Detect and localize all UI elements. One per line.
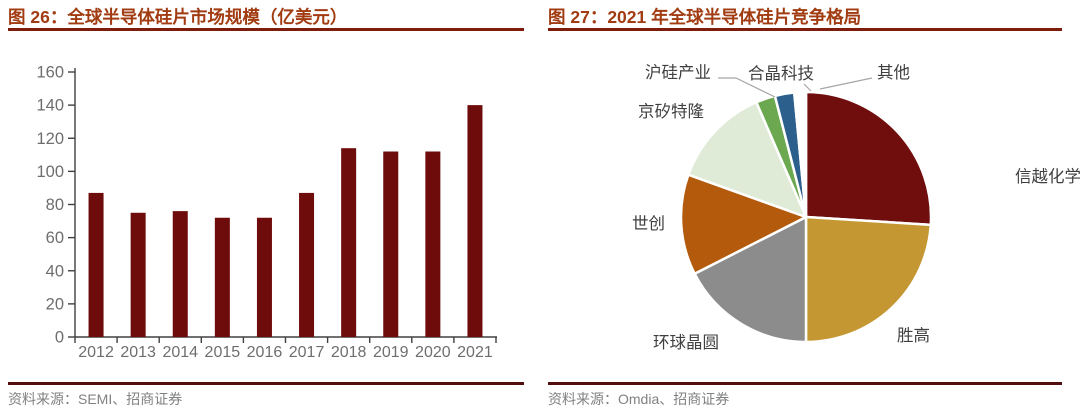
figure-27-title: 图 27：2021 年全球半导体硅片竞争格局 xyxy=(548,7,862,27)
pie-slice-label-7: 其他 xyxy=(877,63,910,82)
y-tick-label: 160 xyxy=(36,64,64,82)
figure-27-source: 资料来源：Omdia、招商证券 xyxy=(548,391,730,407)
x-tick-label-2014: 2014 xyxy=(162,344,198,361)
pie-slice-1 xyxy=(804,215,933,344)
pie-slice-label-4: 京矽特隆 xyxy=(638,102,705,121)
pie-slice-7 xyxy=(792,90,808,219)
leader-line-slice-5 xyxy=(718,77,776,98)
x-tick-label-2019: 2019 xyxy=(373,344,409,361)
y-tick-label: 140 xyxy=(36,97,64,115)
figure-27-source-rule xyxy=(548,382,1062,385)
bar-2017 xyxy=(299,192,315,337)
figure-26-title-underline xyxy=(8,28,524,31)
pie-slice-label-0: 信越化学 xyxy=(1015,167,1080,186)
figure-26-source-rule xyxy=(8,382,524,385)
y-tick-label: 60 xyxy=(46,229,64,247)
bar-2016 xyxy=(256,217,272,337)
y-tick-label: 40 xyxy=(46,262,64,280)
figure-26-title: 图 26：全球半导体硅片市场规模（亿美元） xyxy=(8,7,348,27)
x-tick-label-2012: 2012 xyxy=(78,344,114,361)
x-tick-label-2015: 2015 xyxy=(205,344,241,361)
pie-slice-2 xyxy=(693,215,808,344)
figure-27-title-underline xyxy=(548,28,1062,31)
y-tick-label: 120 xyxy=(36,130,64,148)
bar-2013 xyxy=(130,212,146,337)
x-tick-label-2016: 2016 xyxy=(247,344,283,361)
pie-slice-0 xyxy=(804,90,933,227)
y-tick-label: 100 xyxy=(36,163,64,181)
x-tick-label-2013: 2013 xyxy=(120,344,156,361)
pie-slice-label-1: 胜高 xyxy=(897,326,930,345)
bar-2014 xyxy=(172,211,188,337)
bar-2015 xyxy=(214,217,230,337)
x-tick-label-2018: 2018 xyxy=(331,344,367,361)
bar-2019 xyxy=(383,151,399,337)
pie-slice-label-5: 沪硅产业 xyxy=(645,63,711,82)
bar-2018 xyxy=(341,148,357,337)
leader-line-slice-7 xyxy=(819,77,873,90)
pie-slice-4 xyxy=(687,101,808,219)
pie-slice-label-3: 世创 xyxy=(632,214,665,233)
y-tick-label: 0 xyxy=(55,329,64,347)
y-tick-label: 20 xyxy=(46,295,64,313)
bar-chart-silicon-wafer-market: 0 20 40 60 80 100 120 140 160 2012 2013 2014 2015 201… xyxy=(36,64,497,361)
pie-slice-label-6: 合晶科技 xyxy=(748,64,814,83)
pie-slice-label-2: 环球晶圆 xyxy=(653,333,719,352)
x-tick-label-2021: 2021 xyxy=(457,344,493,361)
x-tick-label-2020: 2020 xyxy=(415,344,451,361)
figure-26-source: 资料来源：SEMI、招商证券 xyxy=(8,391,183,407)
bar-2012 xyxy=(88,192,104,337)
y-tick-label: 80 xyxy=(46,196,64,214)
x-tick-label-2017: 2017 xyxy=(289,344,325,361)
leader-line-slice-6 xyxy=(803,83,812,92)
bar-2021 xyxy=(467,105,483,337)
bar-2020 xyxy=(425,151,441,337)
pie-slice-3 xyxy=(679,173,808,275)
